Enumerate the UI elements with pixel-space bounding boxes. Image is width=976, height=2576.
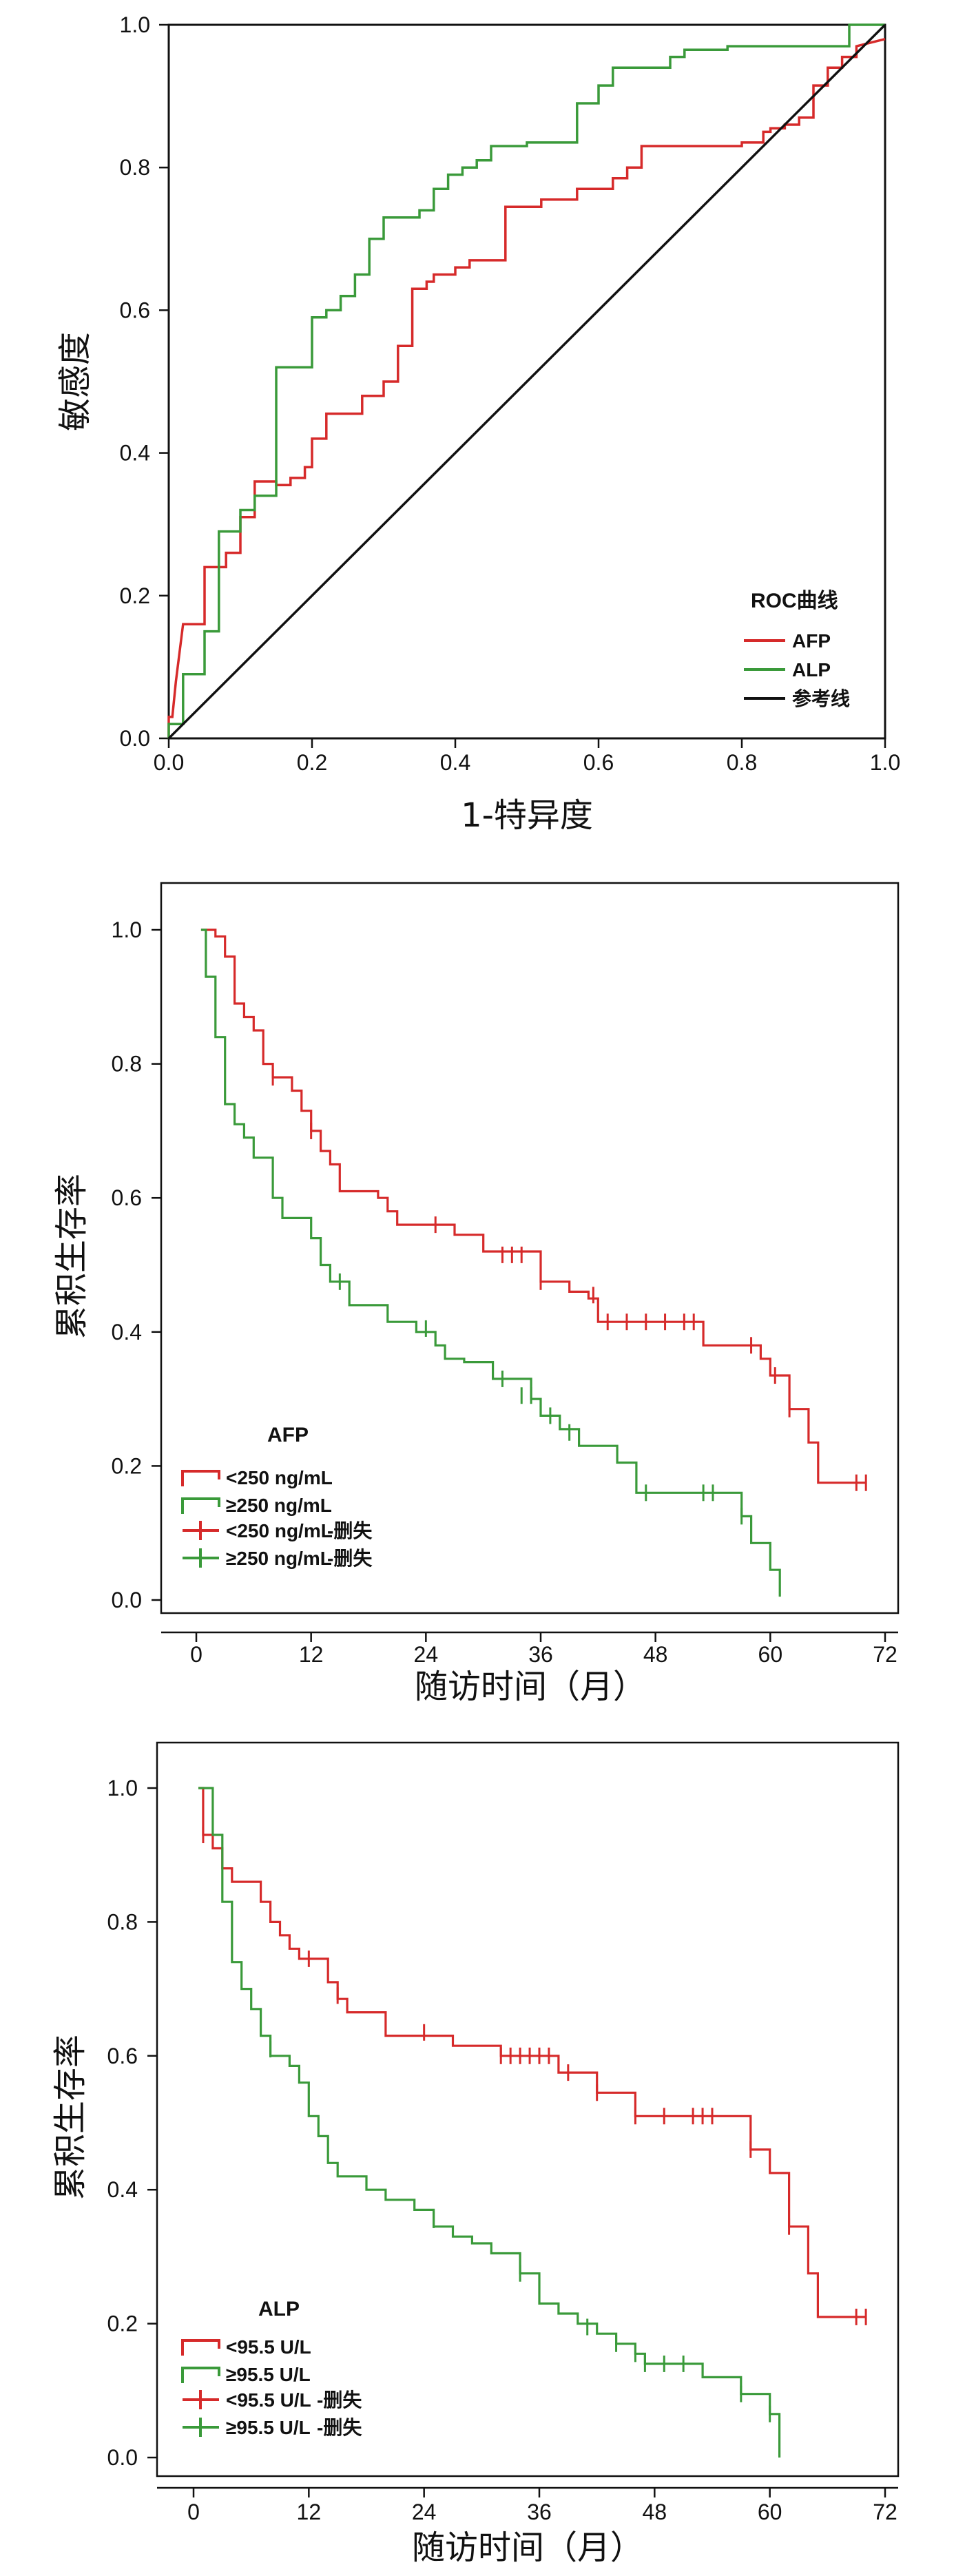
km-afp-x-tick-label: 12 bbox=[299, 1642, 324, 1667]
km-alp-y-tick-label: 1.0 bbox=[107, 1776, 138, 1800]
km-afp-legend-sym-3 bbox=[183, 1521, 219, 1540]
km-afp-x-tick-label: 36 bbox=[528, 1642, 553, 1667]
km-alp-legend-sym-2 bbox=[181, 2367, 220, 2383]
roc-y-tick-label: 1.0 bbox=[120, 12, 150, 37]
km-afp-y-tick-label: 1.0 bbox=[112, 917, 142, 942]
km-alp-x-axis-label: 随访时间（月） bbox=[412, 2528, 643, 2567]
km-afp-legend-title: AFP bbox=[267, 1424, 309, 1446]
roc-x-tick-label: 1.0 bbox=[870, 750, 900, 775]
km-alp-legend-suffix-4: -删失 bbox=[317, 2417, 362, 2438]
roc-series-line-3 bbox=[167, 23, 886, 740]
roc-legend-alp-label: ALP bbox=[792, 659, 831, 681]
km-afp-series-group bbox=[200, 928, 867, 1597]
roc-legend-title: ROC曲线 bbox=[751, 590, 838, 612]
roc-legend-ref-label: 参考线 bbox=[792, 687, 850, 709]
km-afp-plot-frame bbox=[160, 882, 900, 1614]
km-alp-x-tick-label: 24 bbox=[412, 2500, 437, 2524]
km-afp-legend-label-4: ≥250 ng/mL bbox=[226, 1548, 332, 1569]
km-alp-tick-group: 0 12 24 36 48 60 72 0.0 0.2 0.4 0.6 0.8 1.0 bbox=[107, 1776, 898, 2524]
km-afp-series-line-1 bbox=[200, 928, 866, 1484]
roc-x-axis-label: 1-特异度 bbox=[461, 796, 593, 835]
km-afp-legend-suffix-4: -删失 bbox=[327, 1548, 373, 1569]
km-afp-x-tick-label: 60 bbox=[758, 1642, 783, 1667]
roc-x-tick-label: 0.6 bbox=[583, 750, 614, 775]
km-afp-x-tick-label: 0 bbox=[190, 1642, 203, 1667]
roc-y-tick-label: 0.6 bbox=[120, 298, 150, 322]
roc-y-tick-label: 0.4 bbox=[120, 441, 150, 466]
km-alp-legend-label-3: <95.5 U/L bbox=[226, 2389, 311, 2411]
km-afp-legend-sym-4 bbox=[183, 1548, 219, 1568]
roc-legend-afp-label: AFP bbox=[792, 630, 831, 652]
km-afp-legend: AFP <250 ng/mL ≥250 ng/mL <250 ng/mL -删失… bbox=[181, 1424, 373, 1569]
km-alp-x-tick-label: 60 bbox=[758, 2500, 782, 2524]
km-alp-x-tick-label: 12 bbox=[297, 2500, 322, 2524]
km-alp-legend-suffix-3: -删失 bbox=[317, 2389, 362, 2411]
km-alp-x-tick-label: 0 bbox=[187, 2500, 200, 2524]
km-alp-series-line-1 bbox=[198, 1787, 866, 2318]
km-alp-y-tick-label: 0.4 bbox=[107, 2177, 138, 2202]
km-afp-legend-sym-2 bbox=[181, 1497, 220, 1514]
km-afp-x-tick-label: 24 bbox=[414, 1642, 439, 1667]
km-afp-x-axis-label: 随访时间（月） bbox=[415, 1668, 646, 1706]
roc-x-tick-label: 0.2 bbox=[297, 750, 327, 775]
km-afp-x-tick-label: 48 bbox=[643, 1642, 668, 1667]
km-afp-y-tick-label: 0.0 bbox=[112, 1588, 142, 1612]
roc-series-line-2 bbox=[167, 23, 885, 738]
roc-chart: 0.0 0.2 0.4 0.6 0.8 1.0 0.0 0.2 0.4 0.6 0.8 1.0 1-特… bbox=[56, 12, 900, 835]
roc-x-tick-label: 0.8 bbox=[727, 750, 757, 775]
km-alp-y-tick-label: 0.0 bbox=[107, 2445, 138, 2470]
roc-plot-frame bbox=[167, 23, 886, 740]
km-afp-chart: 0 12 24 36 48 60 720.00.20.40.60.81.0 随访时间（月） … bbox=[52, 882, 900, 1706]
km-alp-legend: ALP <95.5 U/L ≥95.5 U/L <95.5 U/L -删失 ≥9… bbox=[181, 2298, 362, 2438]
km-afp-series-line-2 bbox=[200, 928, 781, 1597]
km-alp-legend-title: ALP bbox=[258, 2298, 300, 2320]
km-alp-legend-label-2: ≥95.5 U/L bbox=[226, 2364, 311, 2385]
km-alp-x-tick-label: 48 bbox=[643, 2500, 667, 2524]
km-alp-x-tick-label: 36 bbox=[527, 2500, 552, 2524]
km-afp-legend-label-2: ≥250 ng/mL bbox=[226, 1495, 332, 1516]
km-alp-y-tick-label: 0.8 bbox=[107, 1909, 138, 1934]
km-alp-legend-sym-3 bbox=[183, 2390, 219, 2409]
km-alp-chart: 0 12 24 36 48 60 720.00.20.40.60.81.0 随访时间（月） … bbox=[51, 1741, 900, 2567]
km-alp-x-tick-label: 72 bbox=[873, 2500, 897, 2524]
km-afp-y-tick-label: 0.4 bbox=[112, 1320, 142, 1344]
km-alp-plot-frame bbox=[156, 1741, 900, 2478]
km-afp-legend-suffix-3: -删失 bbox=[327, 1520, 373, 1541]
km-alp-y-axis-label: 累积生存率 bbox=[51, 2035, 90, 2200]
roc-y-axis-label: 敏感度 bbox=[56, 332, 94, 431]
km-afp-y-tick-label: 0.2 bbox=[112, 1453, 142, 1478]
km-alp-legend-label-4: ≥95.5 U/L bbox=[226, 2417, 311, 2438]
km-afp-y-axis-label: 累积生存率 bbox=[52, 1174, 91, 1339]
km-afp-legend-label-1: <250 ng/mL bbox=[226, 1467, 333, 1488]
km-alp-series-group bbox=[198, 1787, 867, 2458]
km-afp-y-tick-label: 0.8 bbox=[112, 1052, 142, 1077]
km-afp-legend-sym-1 bbox=[181, 1470, 220, 1486]
roc-y-tick-label: 0.8 bbox=[120, 155, 150, 180]
km-afp-legend-label-3: <250 ng/mL bbox=[226, 1520, 333, 1541]
km-alp-y-tick-label: 0.6 bbox=[107, 2044, 138, 2068]
km-alp-y-tick-label: 0.2 bbox=[107, 2312, 138, 2336]
roc-legend: ROC曲线 AFP ALP 参考线 bbox=[744, 590, 850, 709]
roc-x-tick-label: 0.4 bbox=[440, 750, 470, 775]
roc-y-tick-label: 0.2 bbox=[120, 583, 150, 608]
roc-x-tick-label: 0.0 bbox=[154, 750, 184, 775]
roc-series-group bbox=[167, 23, 886, 740]
km-alp-legend-label-1: <95.5 U/L bbox=[226, 2336, 311, 2358]
km-afp-y-tick-label: 0.6 bbox=[112, 1185, 142, 1210]
roc-tick-group: 0.0 0.2 0.4 0.6 0.8 1.0 0.0 0.2 0.4 0.6 0.8 1.0 bbox=[120, 12, 901, 775]
km-afp-tick-group: 0 12 24 36 48 60 72 0.0 0.2 0.4 0.6 0.8 1.0 bbox=[112, 917, 898, 1667]
km-afp-x-tick-label: 72 bbox=[873, 1642, 897, 1667]
roc-y-tick-label: 0.0 bbox=[120, 726, 150, 751]
km-alp-legend-sym-1 bbox=[181, 2339, 220, 2356]
km-alp-legend-sym-4 bbox=[183, 2418, 219, 2437]
